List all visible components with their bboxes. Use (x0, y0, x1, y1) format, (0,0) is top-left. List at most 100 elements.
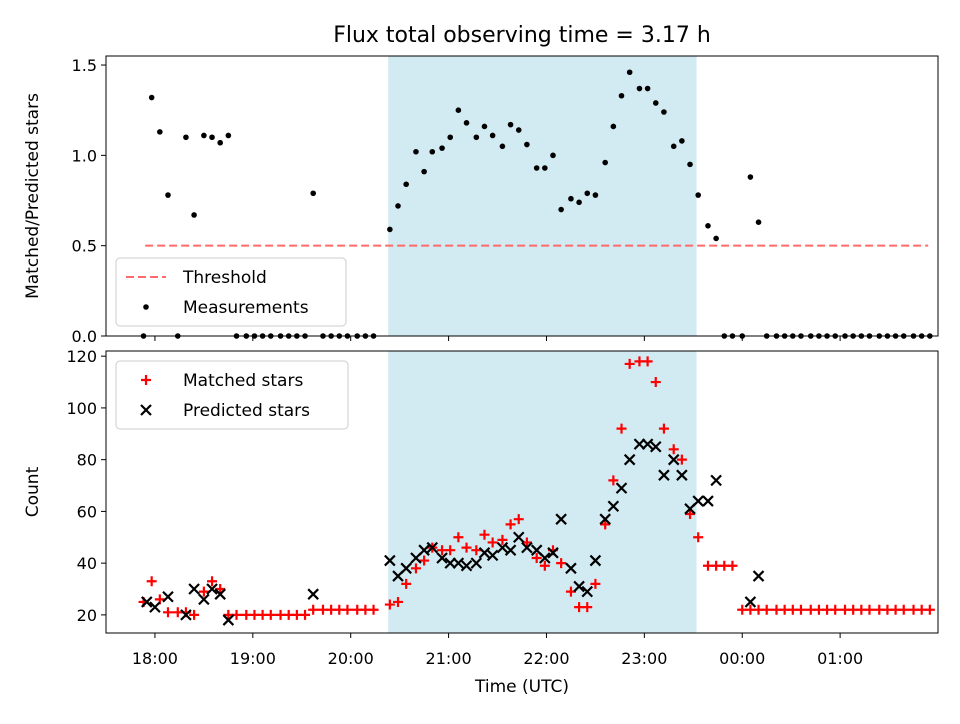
data-point (589, 554, 602, 567)
data-point (581, 585, 594, 598)
data-point (505, 519, 516, 530)
data-point (687, 161, 693, 168)
data-point (744, 596, 757, 608)
data-point (679, 138, 685, 144)
data-point (308, 604, 319, 615)
data-point (565, 562, 577, 575)
data-point (573, 580, 585, 593)
data-point (141, 596, 153, 608)
data-point (401, 578, 412, 589)
data-point (747, 174, 754, 180)
data-point (670, 143, 677, 150)
data-point (626, 69, 633, 76)
data-point (539, 552, 551, 564)
data-point (470, 557, 483, 569)
count-panel: 20 40 60 80 100 120 18:00 19:00 20:00 21:00 22:00 2… (23, 347, 939, 668)
x-tick-label: 00:00 (719, 649, 765, 668)
data-point (368, 604, 379, 615)
axes-frame (105, 55, 939, 337)
data-point (650, 377, 661, 388)
data-point (410, 563, 421, 574)
data-point (558, 206, 564, 213)
data-point (547, 547, 559, 559)
data-point (481, 123, 488, 130)
data-point (695, 192, 701, 198)
legend-label: Matched stars (183, 371, 303, 391)
data-point (148, 94, 155, 101)
data-point (473, 134, 480, 141)
data-point (436, 552, 448, 564)
data-point (898, 604, 909, 615)
data-point (761, 604, 772, 615)
data-point (265, 609, 276, 620)
data-point (649, 440, 662, 453)
data-point (658, 423, 669, 434)
data-point (487, 537, 498, 548)
data-point (608, 475, 619, 486)
data-point (384, 554, 396, 567)
data-point (198, 586, 209, 597)
data-point (616, 423, 627, 434)
x-tick-label: 18:00 (132, 649, 178, 668)
y-axis-label: Matched/Predicted stars (23, 93, 43, 299)
y-tick-label: 1.0 (72, 146, 97, 165)
data-point (668, 444, 679, 455)
data-point (447, 134, 454, 141)
data-point (623, 453, 636, 466)
data-point (217, 139, 223, 146)
data-point (641, 438, 654, 450)
y-axis-label: Count (23, 466, 43, 517)
x-tick-label: 19:00 (230, 649, 276, 668)
ratio-panel: 0.0 0.5 1.0 1.5 Matched/Predicted stars Thres… (23, 55, 939, 346)
data-point (512, 531, 525, 544)
legend-box (115, 360, 349, 430)
data-point (489, 132, 496, 139)
data-point (307, 588, 319, 600)
data-point (183, 134, 189, 141)
data-point (499, 143, 506, 150)
data-point (165, 192, 171, 198)
data-point (497, 534, 508, 545)
data-point (419, 555, 430, 566)
data-point (676, 469, 688, 481)
legend-plus-swatch (141, 375, 151, 385)
data-point (568, 195, 574, 202)
data-point (590, 578, 601, 589)
data-point (206, 583, 218, 595)
data-point (198, 593, 210, 606)
data-point (592, 192, 599, 198)
y-tick-label: 0.5 (72, 237, 97, 256)
data-point (215, 584, 226, 595)
legend: Matched stars Predicted stars (115, 360, 349, 430)
data-point (924, 604, 935, 615)
data-point (180, 609, 192, 621)
data-point (504, 544, 517, 556)
data-point (429, 148, 436, 155)
data-point (222, 614, 235, 626)
data-point (550, 152, 556, 159)
y-tick-label: 40 (77, 554, 97, 573)
data-point (556, 558, 567, 569)
data-point (542, 165, 548, 171)
data-point (524, 141, 530, 148)
data-point (710, 474, 722, 487)
data-point (214, 588, 226, 600)
data-point (471, 545, 482, 556)
observing-window-shade (388, 56, 697, 336)
x-tick-label: 21:00 (426, 649, 472, 668)
data-point (702, 495, 714, 507)
data-point (207, 576, 218, 587)
series-predicted-stars (141, 438, 765, 626)
data-point (453, 532, 464, 543)
data-point (300, 609, 311, 620)
data-point (652, 100, 659, 106)
data-point (692, 495, 704, 507)
data-point (201, 132, 207, 139)
x-tick-label: 23:00 (621, 649, 667, 668)
y-tick-label: 1.5 (72, 56, 97, 75)
x-axis-label: Time (UTC) (474, 677, 569, 697)
data-point (610, 123, 617, 130)
y-tick-label: 20 (77, 606, 97, 625)
data-point (209, 134, 215, 141)
legend-label: Predicted stars (183, 401, 310, 421)
